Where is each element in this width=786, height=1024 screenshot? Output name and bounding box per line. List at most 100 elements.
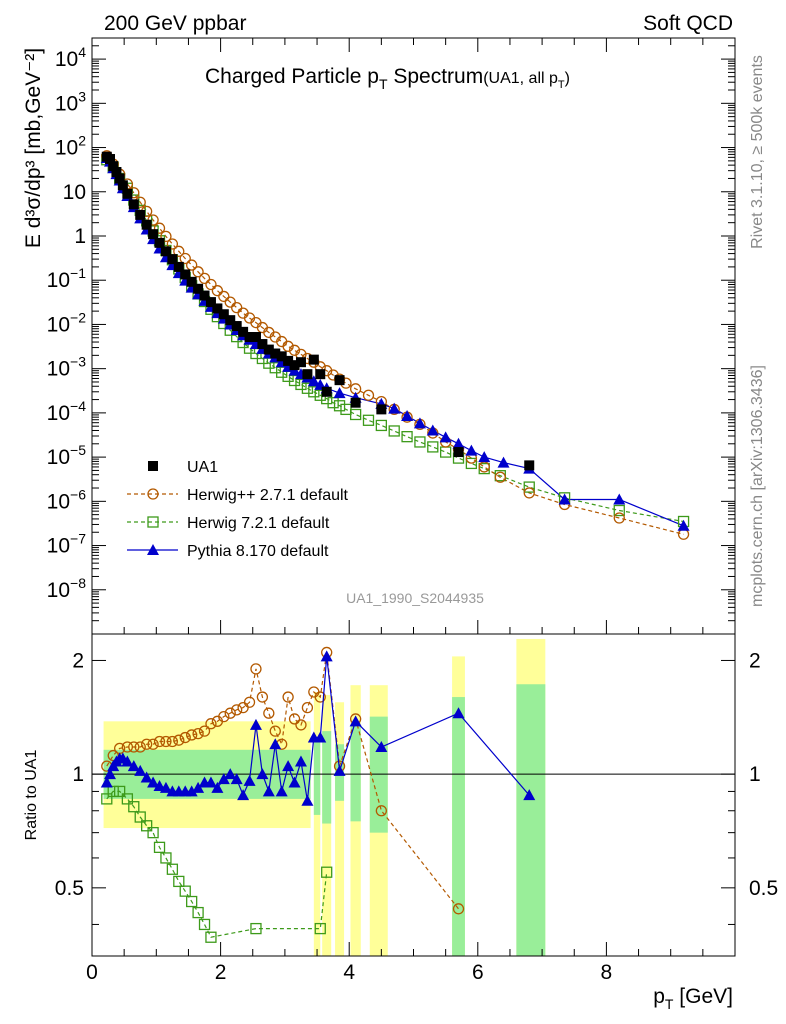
ratio-point-herwig_pp [128, 741, 140, 753]
point-pythia [452, 437, 465, 449]
point-data [308, 354, 319, 365]
header-right-label: Soft QCD [643, 12, 733, 35]
ratio-point-herwig_pp [192, 728, 204, 740]
point-data [289, 360, 300, 371]
legend-label-data: UA1 [187, 459, 218, 476]
point-pythia [677, 519, 690, 531]
point-pythia [307, 375, 320, 387]
ratio-point-pythia [523, 789, 536, 801]
x-axis-label-p: p [653, 985, 665, 1008]
point-herwig7 [388, 425, 400, 437]
point-data [218, 309, 229, 320]
y-tick-base: 10 [47, 490, 70, 513]
ratio-point-pythia [243, 774, 256, 786]
point-data [160, 246, 171, 257]
y-tick-exponent: −8 [70, 575, 86, 591]
point-data [105, 154, 116, 165]
point-pythia [558, 493, 571, 505]
legend-marker-pythia [147, 544, 159, 555]
ratio-point-herwig_pp [141, 738, 153, 750]
main-y-axis: 10410310210110−110−210−310−410−510−610−7… [47, 37, 735, 635]
ratio-point-herwig7 [134, 811, 146, 823]
ratio-point-herwig7 [173, 875, 185, 888]
ratio-point-herwig7 [121, 793, 134, 805]
point-pythia [426, 424, 439, 436]
point-data [180, 269, 191, 280]
point-herwig7 [465, 457, 478, 470]
ratio-tick-label: 1 [72, 763, 84, 786]
ratio-point-pythia [249, 718, 262, 730]
legend-marker-herwig_pp [147, 488, 159, 500]
point-data [321, 386, 332, 397]
point-data [148, 229, 159, 240]
inner-uncertainty-band [313, 740, 321, 815]
inner-uncertainty-band [322, 731, 332, 824]
point-data [108, 161, 119, 172]
y-tick-base: 10 [47, 535, 70, 558]
ratio-series-group [100, 646, 536, 943]
ratio-point-herwig_pp [269, 725, 281, 737]
ratio-point-pythia [204, 776, 217, 788]
inner-uncertainty-band [350, 724, 361, 822]
y-tick-label: 10−6 [47, 486, 87, 513]
point-data [128, 199, 139, 210]
point-pythia [413, 417, 426, 429]
point-herwig7 [295, 378, 307, 391]
ratio-point-pythia [147, 776, 160, 788]
point-herwig_pp [218, 290, 230, 303]
ratio-tick-label: 0.5 [55, 877, 84, 900]
ratio-point-herwig_pp [314, 691, 326, 703]
ratio-tick-label: 2 [72, 649, 84, 672]
point-data [453, 447, 464, 458]
legend-label-pythia: Pythia 8.170 default [187, 543, 329, 560]
point-data [376, 404, 387, 415]
ratio-point-pythia [100, 776, 113, 788]
ratio-point-herwig_pp [256, 691, 269, 703]
ratio-point-herwig7 [141, 820, 153, 832]
point-data [167, 254, 178, 265]
ratio-point-herwig_pp [179, 731, 191, 744]
main-title-note: (UA1, all p [483, 70, 558, 87]
ratio-tick-label-right: 2 [749, 649, 761, 672]
ratio-point-herwig7 [205, 931, 217, 943]
ratio-point-pythia [288, 776, 301, 788]
point-herwig_pp [224, 296, 236, 308]
ratio-point-herwig_pp [288, 713, 301, 725]
ratio-point-herwig7 [101, 793, 113, 805]
x-tick-label: 2 [215, 961, 227, 984]
ratio-point-pythia [275, 785, 288, 797]
ratio-point-herwig_pp [250, 663, 262, 675]
point-herwig_pp [166, 238, 179, 250]
y-tick-base: 10 [47, 402, 70, 425]
y-tick-label: 10−8 [47, 575, 87, 602]
y-tick-exponent: −4 [70, 398, 86, 414]
main-title-note-tail: ) [565, 70, 570, 87]
ratio-point-herwig7 [128, 801, 140, 813]
ratio-point-herwig_pp [160, 735, 172, 748]
ratio-point-pythia [256, 768, 269, 780]
ratio-point-pythia [314, 731, 327, 743]
mcplots-citation-label: mcplots.cern.ch [arXiv:1306.3436] [749, 365, 766, 607]
ratio-point-herwig_pp [218, 710, 230, 723]
y-tick-exponent: −7 [70, 531, 86, 547]
ratio-point-herwig_pp [198, 725, 211, 737]
ratio-point-pythia [211, 781, 224, 793]
x-axis-label-sub: T [665, 996, 674, 1012]
y-tick-exponent: 3 [78, 88, 86, 104]
inner-uncertainty-band [516, 684, 546, 956]
y-tick-exponent: −2 [70, 309, 86, 325]
point-data [270, 348, 281, 359]
point-data [193, 283, 204, 294]
ratio-point-pythia [185, 785, 198, 797]
ratio-point-pythia [192, 781, 205, 793]
ratio-point-herwig7 [166, 863, 179, 875]
point-herwig_pp [179, 252, 191, 265]
point-herwig_pp [192, 266, 204, 278]
ratio-point-herwig7 [113, 785, 126, 798]
outer-uncertainty-band [335, 702, 345, 956]
point-herwig7 [276, 366, 288, 378]
ratio-y-axis: 0.5 0.5 1 1 2 2 [55, 649, 778, 925]
ratio-point-herwig_pp [243, 696, 256, 708]
y-tick-label: 10−7 [47, 531, 87, 558]
